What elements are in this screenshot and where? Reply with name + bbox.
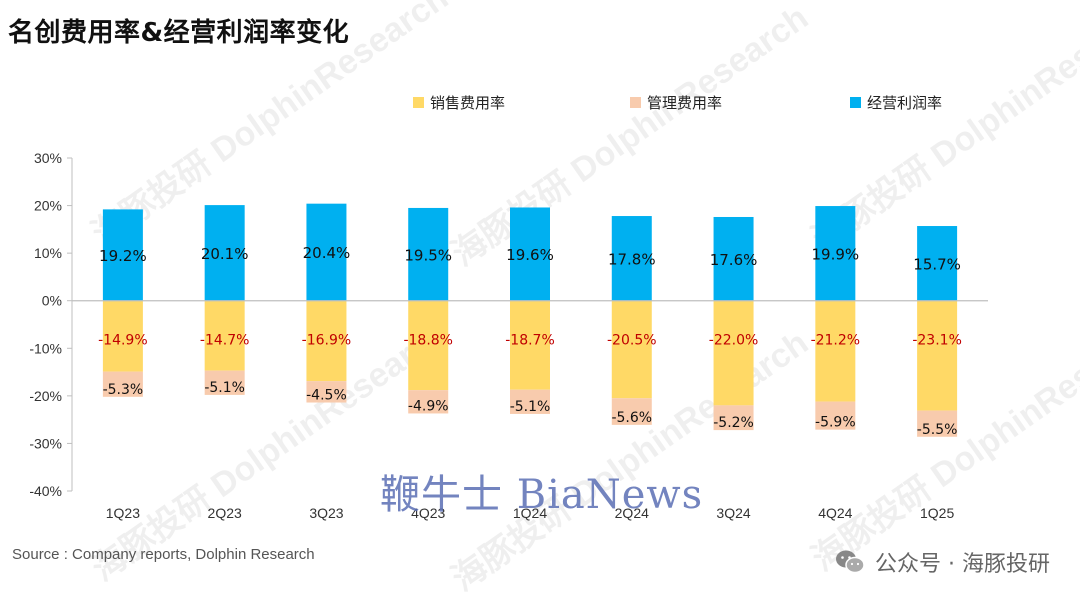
bar-sales-expense — [408, 300, 449, 391]
legend-label-sales: 销售费用率 — [430, 93, 506, 112]
bar-admin-expense — [102, 371, 143, 397]
bar-operating-margin — [815, 206, 856, 301]
data-label-operating-margin: 19.6% — [506, 246, 554, 264]
y-tick-label: 20% — [34, 198, 62, 214]
x-tick-label: 2Q23 — [208, 505, 242, 521]
data-label-sales-expense: -20.5% — [607, 333, 657, 349]
bar-admin-expense — [204, 370, 245, 395]
legend-item-admin: 管理费用率 — [630, 92, 722, 112]
data-label-sales-expense: -14.7% — [200, 333, 250, 349]
data-label-admin-expense: -5.5% — [917, 422, 958, 438]
bar-admin-expense — [510, 389, 550, 414]
y-tick-label: -40% — [29, 483, 62, 499]
data-label-operating-margin: 19.5% — [404, 246, 452, 264]
bar-sales-expense — [306, 300, 347, 382]
y-tick-label: 30% — [34, 150, 62, 166]
bar-operating-margin — [306, 203, 347, 301]
x-tick-label: 4Q23 — [411, 505, 445, 521]
data-label-admin-expense: -5.1% — [510, 399, 551, 415]
legend-label-admin: 管理费用率 — [647, 93, 723, 112]
bar-sales-expense — [713, 300, 754, 406]
data-label-operating-margin: 20.4% — [303, 244, 351, 262]
y-tick-label: 0% — [42, 293, 62, 309]
wechat-label: 公众号 · 海豚投研 — [875, 552, 1050, 577]
data-label-admin-expense: -5.2% — [713, 415, 754, 431]
y-tick-label: -30% — [29, 435, 62, 451]
data-label-admin-expense: -5.1% — [204, 380, 245, 396]
bar-admin-expense — [306, 381, 347, 403]
x-tick-label: 1Q25 — [920, 505, 954, 521]
data-label-admin-expense: -4.9% — [408, 398, 449, 414]
data-label-sales-expense: -16.9% — [302, 333, 352, 349]
wechat-icon — [836, 550, 865, 574]
data-label-operating-margin: 19.2% — [99, 247, 147, 265]
data-label-sales-expense: -23.1% — [912, 333, 962, 349]
bar-operating-margin — [611, 216, 652, 301]
legend-item-sales: 销售费用率 — [413, 92, 505, 112]
x-tick-label: 3Q24 — [716, 505, 750, 521]
x-tick-label: 3Q23 — [309, 505, 343, 521]
bar-operating-margin — [204, 205, 245, 301]
bar-sales-expense — [611, 300, 652, 399]
x-tick-label: 4Q24 — [818, 505, 852, 521]
legend-swatch-admin — [630, 96, 641, 108]
bar-operating-margin — [102, 209, 143, 301]
data-label-admin-expense: -4.5% — [306, 388, 347, 404]
page-title: 名创费用率&经营利润率变化 — [8, 18, 350, 48]
bar-sales-expense — [510, 300, 550, 390]
data-label-sales-expense: -14.9% — [98, 333, 148, 349]
data-label-sales-expense: -22.0% — [709, 333, 759, 349]
bar-sales-expense — [204, 300, 245, 371]
bar-admin-expense — [815, 401, 856, 430]
x-tick-label: 2Q24 — [615, 505, 649, 521]
brand-watermark: 鞭牛士 BiaNews — [380, 472, 704, 518]
legend-swatch-sales — [413, 96, 424, 108]
data-label-sales-expense: -21.2% — [811, 333, 861, 349]
y-tick-label: -10% — [29, 340, 62, 356]
bar-operating-margin — [510, 207, 550, 301]
bar-admin-expense — [917, 410, 958, 437]
data-label-sales-expense: -18.7% — [505, 333, 555, 349]
bar-sales-expense — [102, 300, 143, 372]
source-note: Source : Company reports, Dolphin Resear… — [12, 546, 315, 563]
bar-operating-margin — [408, 207, 449, 301]
data-label-admin-expense: -5.9% — [815, 415, 856, 431]
data-label-operating-margin: 17.8% — [608, 250, 656, 268]
y-tick-label: 10% — [34, 245, 62, 261]
bar-admin-expense — [713, 405, 754, 431]
bar-admin-expense — [408, 390, 449, 414]
x-tick-label: 1Q24 — [513, 505, 547, 521]
data-label-sales-expense: -18.8% — [403, 333, 453, 349]
legend-label-op: 经营利润率 — [867, 93, 943, 112]
bar-admin-expense — [611, 398, 652, 425]
data-label-admin-expense: -5.3% — [103, 382, 144, 398]
data-label-operating-margin: 17.6% — [710, 251, 758, 269]
data-label-operating-margin: 15.7% — [913, 255, 961, 273]
bar-sales-expense — [815, 300, 856, 402]
x-tick-label: 1Q23 — [106, 505, 140, 521]
legend-swatch-op — [850, 96, 861, 108]
bar-operating-margin — [917, 226, 958, 301]
data-label-operating-margin: 19.9% — [812, 245, 860, 263]
data-label-operating-margin: 20.1% — [201, 245, 249, 263]
wechat-account: 公众号 · 海豚投研 — [835, 546, 1050, 578]
bar-sales-expense — [917, 300, 958, 411]
bar-operating-margin — [713, 216, 754, 301]
legend-item-op: 经营利润率 — [850, 92, 942, 112]
y-tick-label: -20% — [29, 388, 62, 404]
data-label-admin-expense: -5.6% — [611, 410, 652, 426]
